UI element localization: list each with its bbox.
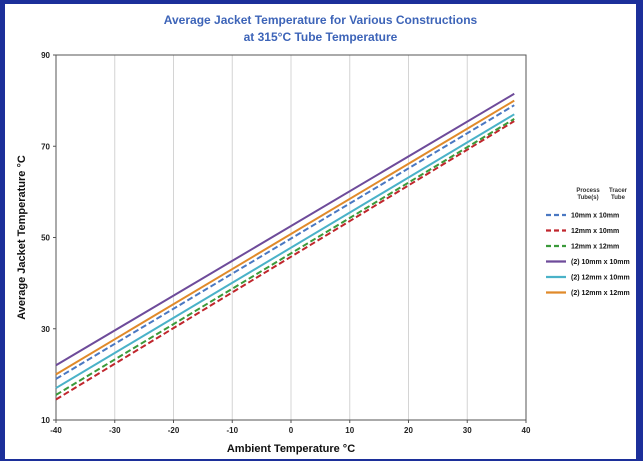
- series-line: [55, 92, 515, 367]
- legend-header-tracer-2: Tube: [611, 195, 626, 201]
- legend-label: (2) 12mm x 12mm: [571, 290, 630, 297]
- x-tick-label: -10: [226, 426, 238, 435]
- chart-title-line-2: at 315°C Tube Temperature: [243, 30, 398, 44]
- x-tick-label: 30: [463, 426, 472, 435]
- x-tick-label: 40: [522, 426, 531, 435]
- legend-label: (2) 12mm x 10mm: [571, 275, 630, 282]
- series-line: [55, 113, 515, 389]
- y-tick-label: 10: [41, 416, 50, 425]
- x-tick-label: -40: [50, 426, 62, 435]
- x-tick-label: 0: [289, 426, 294, 435]
- line-chart: 10 30 50 70 90 -40 -30 -20 -10 0 10 20 30 40 Ambient T…: [16, 51, 630, 455]
- legend-label: (2) 10mm x 10mm: [571, 259, 630, 266]
- legend-label: 12mm x 12mm: [571, 244, 619, 251]
- y-tick-label: 70: [41, 142, 50, 151]
- x-tick-label: -30: [109, 426, 121, 435]
- series-line: [55, 99, 515, 376]
- legend-header-process-2: Tube(s): [577, 195, 598, 201]
- legend-header-process: Process: [576, 188, 600, 194]
- y-tick-label: 90: [41, 51, 50, 60]
- legend-label: 12mm x 10mm: [571, 228, 619, 235]
- x-tick-label: -20: [168, 426, 180, 435]
- chart-title-line-1: Average Jacket Temperature for Various C…: [163, 13, 478, 27]
- chart-title: Average Jacket Temperature for Various C…: [5, 12, 636, 46]
- x-tick-label: 20: [404, 426, 413, 435]
- series-line: [55, 118, 515, 396]
- series-line: [55, 104, 515, 380]
- y-tick-label: 30: [41, 325, 50, 334]
- x-tick-label: 10: [345, 426, 354, 435]
- y-tick-label: 50: [41, 234, 50, 243]
- series-line: [55, 120, 515, 401]
- chart-frame: Average Jacket Temperature for Various C…: [5, 4, 636, 459]
- legend-label: 10mm x 10mm: [571, 213, 619, 220]
- y-axis-label: Average Jacket Temperature °C: [16, 155, 28, 320]
- x-axis-label: Ambient Temperature °C: [227, 443, 355, 455]
- legend-header-tracer: Tracer: [609, 188, 628, 194]
